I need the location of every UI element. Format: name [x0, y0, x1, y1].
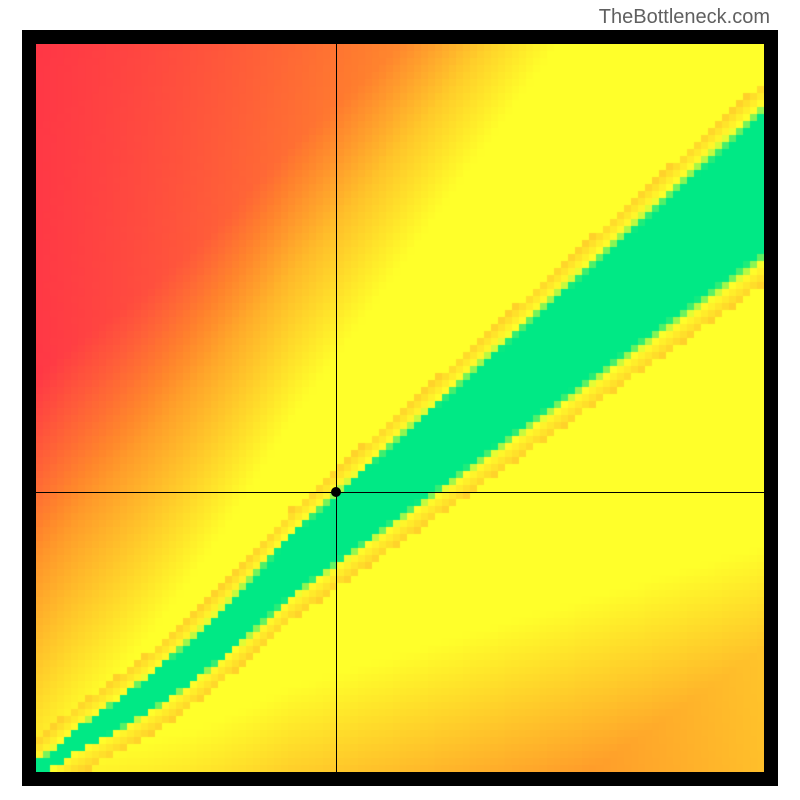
- plot-area: [36, 44, 764, 772]
- heatmap-canvas: [36, 44, 764, 772]
- chart-frame: [22, 30, 778, 786]
- intersection-marker: [331, 487, 341, 497]
- crosshair-horizontal: [36, 492, 764, 493]
- chart-container: TheBottleneck.com: [0, 0, 800, 800]
- crosshair-vertical: [336, 44, 337, 772]
- watermark-text: TheBottleneck.com: [599, 6, 770, 29]
